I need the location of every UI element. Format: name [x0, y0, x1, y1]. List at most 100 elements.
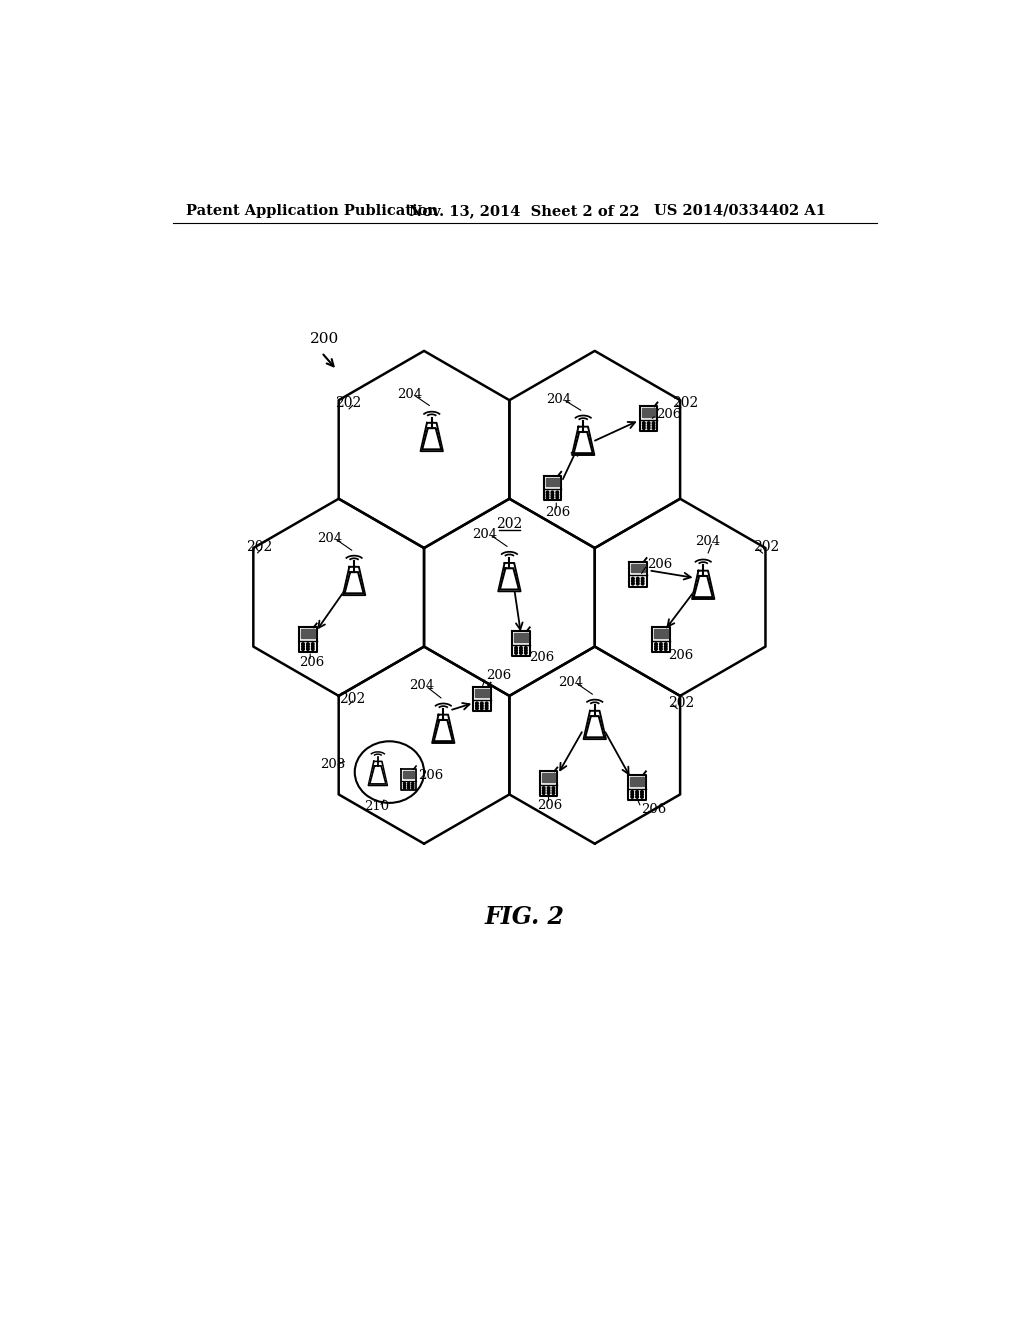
Circle shape [636, 793, 638, 796]
Circle shape [642, 426, 645, 429]
Circle shape [547, 787, 550, 789]
Circle shape [515, 647, 517, 649]
Polygon shape [573, 432, 593, 453]
Text: Nov. 13, 2014  Sheet 2 of 22: Nov. 13, 2014 Sheet 2 of 22 [410, 203, 640, 218]
Circle shape [547, 789, 550, 792]
Polygon shape [369, 762, 387, 785]
Circle shape [515, 652, 517, 655]
Polygon shape [540, 771, 557, 796]
Circle shape [519, 647, 522, 649]
Circle shape [306, 645, 309, 648]
Text: 206: 206 [528, 651, 554, 664]
Circle shape [515, 649, 517, 652]
Circle shape [546, 496, 549, 499]
Circle shape [654, 645, 657, 648]
Circle shape [552, 792, 555, 795]
Text: 202: 202 [336, 396, 361, 411]
Circle shape [636, 791, 638, 793]
Circle shape [403, 787, 406, 789]
Circle shape [652, 422, 655, 425]
Text: 202: 202 [672, 396, 698, 411]
Text: 206: 206 [537, 799, 562, 812]
Circle shape [647, 424, 650, 426]
Circle shape [551, 494, 554, 496]
Circle shape [408, 784, 410, 787]
Circle shape [546, 491, 549, 494]
Circle shape [665, 648, 667, 651]
Text: FIG. 2: FIG. 2 [484, 904, 565, 929]
Text: 204: 204 [558, 676, 583, 689]
Circle shape [637, 577, 639, 579]
Circle shape [631, 793, 634, 796]
Polygon shape [299, 627, 316, 652]
Circle shape [654, 643, 657, 645]
Circle shape [408, 783, 410, 784]
Polygon shape [585, 717, 604, 738]
Text: 210: 210 [364, 800, 389, 813]
Circle shape [642, 422, 645, 425]
Circle shape [556, 494, 559, 496]
Polygon shape [500, 569, 519, 590]
Circle shape [543, 792, 545, 795]
Circle shape [641, 793, 643, 796]
Polygon shape [654, 630, 668, 638]
Circle shape [647, 426, 650, 429]
Polygon shape [473, 686, 490, 711]
Circle shape [652, 426, 655, 429]
Polygon shape [432, 714, 455, 743]
Text: 206: 206 [545, 506, 570, 519]
Polygon shape [693, 576, 713, 597]
Circle shape [543, 789, 545, 792]
Circle shape [659, 645, 663, 648]
Polygon shape [572, 426, 594, 455]
Text: 202: 202 [754, 540, 779, 554]
Circle shape [475, 708, 478, 710]
Circle shape [485, 708, 488, 710]
Circle shape [641, 796, 643, 799]
Text: 204: 204 [409, 680, 434, 693]
Circle shape [631, 791, 634, 793]
Polygon shape [475, 689, 488, 697]
Circle shape [412, 787, 414, 789]
Circle shape [641, 579, 644, 582]
Circle shape [480, 705, 483, 708]
Circle shape [654, 648, 657, 651]
Polygon shape [542, 774, 555, 781]
Circle shape [552, 787, 555, 789]
Polygon shape [301, 630, 314, 638]
Circle shape [306, 648, 309, 651]
Polygon shape [629, 775, 646, 800]
Circle shape [659, 648, 663, 651]
Circle shape [543, 787, 545, 789]
Text: 206: 206 [418, 770, 443, 783]
Circle shape [632, 582, 634, 585]
Circle shape [551, 496, 554, 499]
Text: US 2014/0334402 A1: US 2014/0334402 A1 [654, 203, 826, 218]
Circle shape [412, 783, 414, 784]
Circle shape [408, 787, 410, 789]
Circle shape [642, 424, 645, 426]
Circle shape [311, 645, 314, 648]
Polygon shape [370, 766, 386, 784]
Circle shape [403, 783, 406, 784]
Circle shape [551, 491, 554, 494]
Circle shape [641, 582, 644, 585]
Text: 202: 202 [497, 517, 522, 531]
Polygon shape [343, 566, 366, 595]
Text: 200: 200 [310, 331, 339, 346]
Text: 208: 208 [321, 758, 345, 771]
Circle shape [636, 796, 638, 799]
Polygon shape [514, 634, 527, 642]
Circle shape [311, 648, 314, 651]
Polygon shape [629, 562, 646, 586]
Polygon shape [642, 408, 655, 417]
Circle shape [480, 708, 483, 710]
Text: 206: 206 [485, 669, 511, 682]
Circle shape [556, 496, 559, 499]
Text: 202: 202 [247, 540, 272, 554]
Circle shape [547, 792, 550, 795]
Text: 206: 206 [641, 803, 667, 816]
Polygon shape [584, 710, 606, 739]
Text: 204: 204 [317, 532, 342, 545]
Polygon shape [640, 407, 657, 432]
